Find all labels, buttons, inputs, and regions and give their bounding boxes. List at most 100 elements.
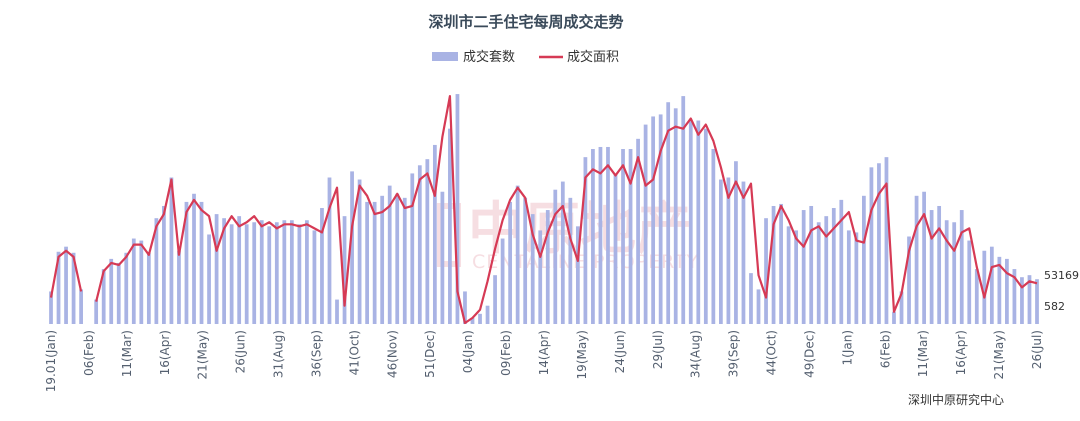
legend: 成交套数 成交面积 xyxy=(432,49,619,65)
bar xyxy=(688,120,693,325)
x-tick-label: 21(May) xyxy=(196,330,210,379)
bar xyxy=(854,232,859,324)
bar xyxy=(862,195,866,324)
x-tick-label: 11(Mar) xyxy=(120,330,134,377)
x-tick-label: 6(Feb) xyxy=(878,330,892,368)
bar xyxy=(779,203,783,324)
bar xyxy=(508,201,513,324)
bar xyxy=(357,179,362,324)
bar xyxy=(229,224,234,324)
x-tick-label: 16(Apr) xyxy=(158,330,172,375)
bar xyxy=(696,120,701,325)
bar xyxy=(824,216,829,324)
end-label-line: 53169 xyxy=(1044,269,1079,282)
bar xyxy=(636,138,640,324)
x-tick-label: 21(May) xyxy=(992,330,1006,379)
bar xyxy=(846,230,851,324)
bar xyxy=(591,149,595,324)
bar xyxy=(786,226,791,324)
bar xyxy=(305,220,309,324)
bar xyxy=(899,291,904,324)
x-tick-label: 04(Jan) xyxy=(461,330,475,373)
bar xyxy=(154,218,159,324)
bar xyxy=(64,246,68,324)
bar xyxy=(237,216,242,324)
bar xyxy=(997,256,1002,324)
bar xyxy=(327,177,332,324)
bar xyxy=(222,218,226,324)
bar xyxy=(94,299,99,324)
bar xyxy=(1027,275,1032,324)
x-tick-label: 26(Jun) xyxy=(234,330,248,373)
bar xyxy=(568,197,573,324)
bar xyxy=(703,128,708,324)
bar xyxy=(575,226,580,324)
bar xyxy=(56,251,61,324)
bar xyxy=(613,173,618,324)
bar xyxy=(79,289,83,324)
bar xyxy=(199,201,204,324)
bar xyxy=(139,240,144,324)
bar xyxy=(944,220,949,324)
bar xyxy=(553,189,558,324)
bar xyxy=(49,291,53,324)
bar xyxy=(598,146,603,324)
bar xyxy=(959,210,964,324)
bar xyxy=(816,222,821,324)
x-tick-label: 1(Jan) xyxy=(840,330,854,366)
bar xyxy=(124,252,129,324)
bar xyxy=(734,161,738,324)
bar xyxy=(967,240,972,324)
bar xyxy=(666,102,671,325)
bar xyxy=(335,299,339,324)
end-label-bar: 582 xyxy=(1044,300,1065,313)
x-tick-label: 29(Jul) xyxy=(651,330,665,369)
x-tick-label: 19.01(Jan) xyxy=(44,330,58,392)
bar xyxy=(500,238,505,324)
bar xyxy=(982,250,987,324)
bar xyxy=(869,167,874,324)
bar xyxy=(184,201,189,324)
chart-title: 深圳市二手住宅每周成交走势 xyxy=(428,13,623,31)
bar xyxy=(884,157,889,324)
bar xyxy=(372,201,377,324)
bar xyxy=(192,193,196,324)
bar xyxy=(621,149,625,324)
bar xyxy=(320,208,324,324)
x-tick-label: 14(Apr) xyxy=(537,330,551,375)
bar xyxy=(809,205,814,324)
bar xyxy=(177,250,181,324)
x-tick-label: 24(Jun) xyxy=(613,330,627,373)
line-series xyxy=(49,95,1038,325)
bar xyxy=(764,218,768,324)
bar xyxy=(937,205,942,324)
bar xyxy=(922,191,926,324)
x-tick-label: 09(Feb) xyxy=(499,330,513,376)
bar xyxy=(402,197,407,324)
x-tick-label: 39(Sep) xyxy=(727,330,741,377)
bar xyxy=(974,269,979,324)
x-tick-label: 26(Jul) xyxy=(1030,330,1044,369)
bar xyxy=(515,185,520,324)
bar xyxy=(560,181,565,324)
area-line xyxy=(49,95,1038,325)
bar xyxy=(470,317,475,324)
bar xyxy=(929,210,934,324)
bar xyxy=(651,116,656,324)
bar xyxy=(1005,258,1009,324)
bar xyxy=(274,222,279,324)
bar xyxy=(756,289,761,324)
bar xyxy=(711,149,716,324)
x-tick-label: 31(Aug) xyxy=(272,330,286,378)
bar xyxy=(892,311,896,324)
bar xyxy=(71,252,76,324)
bar xyxy=(448,128,452,324)
x-tick-label: 19(May) xyxy=(575,330,589,379)
bar xyxy=(425,159,430,324)
bar xyxy=(538,230,543,324)
bar xyxy=(312,230,317,324)
bar xyxy=(116,262,121,324)
bar xyxy=(907,236,911,324)
bar xyxy=(914,195,919,324)
x-tick-label: 46(Nov) xyxy=(385,330,399,378)
